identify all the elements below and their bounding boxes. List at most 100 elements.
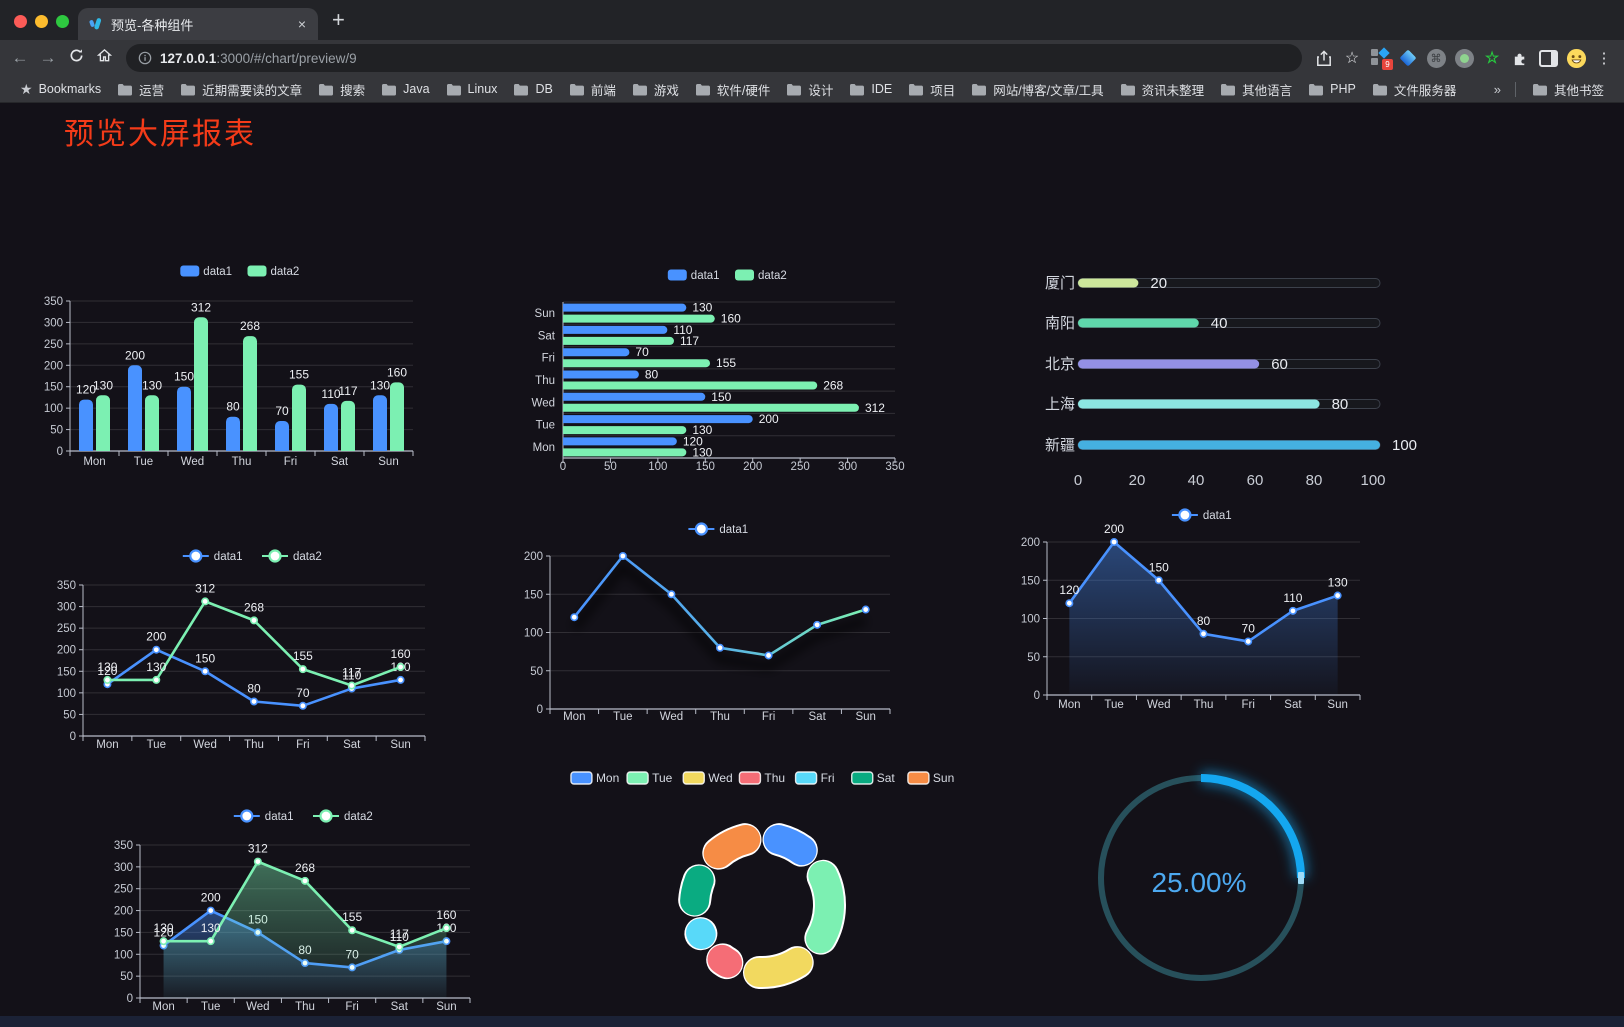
svg-text:100: 100 — [648, 461, 667, 473]
extension-record-icon[interactable] — [1450, 44, 1478, 72]
bookmark-folder[interactable]: 资讯未整理 — [1112, 80, 1213, 99]
chart-bar-horizontal[interactable]: data1 data2 0 50 100 150 200 250 300 350 Sun 130 160… — [505, 253, 905, 478]
svg-text:130: 130 — [370, 378, 390, 392]
svg-text:200: 200 — [759, 412, 779, 426]
bookmark-star-icon[interactable]: ☆ — [1344, 50, 1360, 67]
svg-text:120: 120 — [76, 383, 96, 397]
bookmark-folder[interactable]: Java — [373, 82, 437, 96]
bookmark-folder[interactable]: 运营 — [109, 80, 172, 99]
reload-icon[interactable] — [62, 48, 90, 68]
chart-progress-bars[interactable]: 厦门 20 南阳 40 北京 60 上海 80 新疆 100 0 20 40 60 80 100 — [1000, 258, 1420, 498]
svg-text:268: 268 — [295, 861, 315, 875]
bookmark-folder[interactable]: 游戏 — [624, 80, 687, 99]
folder-icon — [181, 83, 196, 96]
svg-text:Fri: Fri — [762, 711, 775, 723]
chart-line-gradient[interactable]: data1 0 50 100 150 200 Mon Tue Wed Thu Fri Sat Sun — [505, 498, 905, 733]
svg-text:Sun: Sun — [855, 711, 875, 723]
browser-tab[interactable]: 预览-各种组件 × — [78, 8, 318, 40]
svg-text:100: 100 — [57, 688, 76, 700]
bookmark-folder[interactable]: 前端 — [561, 80, 624, 99]
minimize-window-button[interactable] — [35, 15, 48, 28]
svg-text:312: 312 — [248, 842, 268, 856]
svg-text:Thu: Thu — [232, 456, 252, 468]
svg-text:20: 20 — [1129, 472, 1146, 489]
zoom-window-button[interactable] — [56, 15, 69, 28]
chart-gauge-progress[interactable]: 25.00% — [1085, 758, 1325, 1003]
tab-favicon — [89, 18, 102, 30]
address-bar[interactable]: 127.0.0.1:3000/#/chart/preview/9 — [126, 44, 1302, 72]
svg-text:Mon: Mon — [533, 442, 555, 454]
home-icon[interactable] — [90, 48, 118, 68]
svg-text:Tue: Tue — [1104, 699, 1123, 711]
folder-icon — [514, 83, 529, 96]
svg-text:100: 100 — [1392, 437, 1417, 454]
chart-bar-vertical[interactable]: data1 data2 0 50 100 150 200 250 300 350 Mon Tue Wed… — [44, 253, 435, 478]
svg-text:Mon: Mon — [596, 771, 619, 785]
close-window-button[interactable] — [14, 15, 27, 28]
bookmarks-root[interactable]: ★ Bookmarks — [12, 81, 109, 98]
share-icon[interactable] — [1310, 44, 1338, 72]
bookmark-folder[interactable]: 设计 — [778, 80, 841, 99]
svg-text:100: 100 — [114, 949, 133, 961]
bookmark-folder[interactable]: 网站/博客/文章/工具 — [963, 80, 1111, 99]
chart-line-two-series[interactable]: data1 data2 0 50 100 150 200 250 300 350 Mon Tue Wed… — [45, 533, 435, 758]
new-tab-button[interactable]: + — [332, 7, 345, 32]
svg-text:0: 0 — [1034, 690, 1040, 702]
chart-area-two-series[interactable]: data1 data2 0 50 100 150 200 250 300 350 Mon Tue Wed… — [95, 803, 490, 1027]
extension-star-icon[interactable]: ☆ — [1484, 50, 1500, 67]
svg-text:Thu: Thu — [295, 1001, 315, 1013]
back-icon[interactable]: ← — [11, 48, 29, 67]
bookmarks-divider — [1514, 81, 1516, 97]
svg-text:200: 200 — [146, 630, 166, 644]
svg-text:data1: data1 — [691, 270, 720, 282]
extension-command-icon[interactable]: ⌘ — [1422, 44, 1450, 72]
chart-donut-pie[interactable]: Mon Tue Wed Thu Fri Sat Sun — [555, 743, 954, 1003]
info-icon[interactable] — [138, 51, 152, 65]
bookmark-folder[interactable]: 软件/硬件 — [687, 80, 778, 99]
browser-menu-icon[interactable]: ⋮ — [1596, 50, 1612, 67]
bookmark-folder[interactable]: 搜索 — [310, 80, 373, 99]
svg-text:268: 268 — [240, 319, 260, 333]
bookmark-folder[interactable]: 近期需要读的文章 — [172, 80, 310, 99]
folder-icon — [1532, 83, 1547, 96]
extension-kite-icon[interactable] — [1394, 44, 1422, 72]
chart-line-area[interactable]: data1 0 50 100 150 200 Mon Tue Wed Thu Fri Sat Sun 12… — [985, 495, 1385, 725]
forward-icon[interactable]: → — [39, 48, 57, 67]
svg-text:312: 312 — [191, 300, 211, 314]
extension-grid-icon[interactable]: 9 — [1366, 44, 1394, 72]
svg-text:110: 110 — [390, 930, 409, 944]
svg-text:Fri: Fri — [345, 1001, 358, 1013]
svg-text:155: 155 — [293, 649, 313, 663]
svg-text:40: 40 — [1211, 315, 1228, 332]
svg-text:data2: data2 — [758, 270, 787, 282]
tab-close-icon[interactable]: × — [297, 16, 306, 32]
svg-text:120: 120 — [97, 664, 117, 678]
bookmarks-overflow-chevron[interactable]: » — [1493, 81, 1501, 97]
bookmark-folder[interactable]: 项目 — [900, 80, 963, 99]
svg-text:Mon: Mon — [83, 456, 105, 468]
bookmark-folder[interactable]: Linux — [438, 82, 506, 96]
folder-icon — [569, 83, 584, 96]
bookmark-folder[interactable]: 其他语言 — [1212, 80, 1300, 99]
svg-text:130: 130 — [154, 921, 174, 935]
extensions-puzzle-icon[interactable] — [1506, 44, 1534, 72]
bookmark-folder[interactable]: PHP — [1300, 82, 1364, 96]
bookmark-folder[interactable]: 文件服务器 — [1364, 80, 1465, 99]
other-bookmarks[interactable]: 其他书签 — [1524, 80, 1612, 99]
side-panel-icon[interactable] — [1534, 44, 1562, 72]
folder-icon — [695, 83, 710, 96]
bookmark-folder[interactable]: IDE — [841, 82, 900, 96]
svg-text:130: 130 — [692, 301, 712, 315]
titlebar: 预览-各种组件 × + — [0, 0, 1624, 40]
svg-text:150: 150 — [711, 390, 731, 404]
svg-text:250: 250 — [44, 339, 63, 351]
svg-text:Sun: Sun — [390, 739, 410, 751]
bookmark-folder[interactable]: DB — [505, 82, 560, 96]
svg-text:Sat: Sat — [343, 739, 361, 751]
folder-icon — [319, 83, 334, 96]
svg-text:160: 160 — [391, 647, 411, 661]
profile-avatar[interactable] — [1562, 44, 1590, 72]
svg-text:Sun: Sun — [933, 771, 954, 785]
bookmark-folder-list: 运营 近期需要读的文章 搜索 Java Linux DB 前端 游戏 软件/硬件 设计 IDE 项目网… — [109, 80, 1464, 99]
